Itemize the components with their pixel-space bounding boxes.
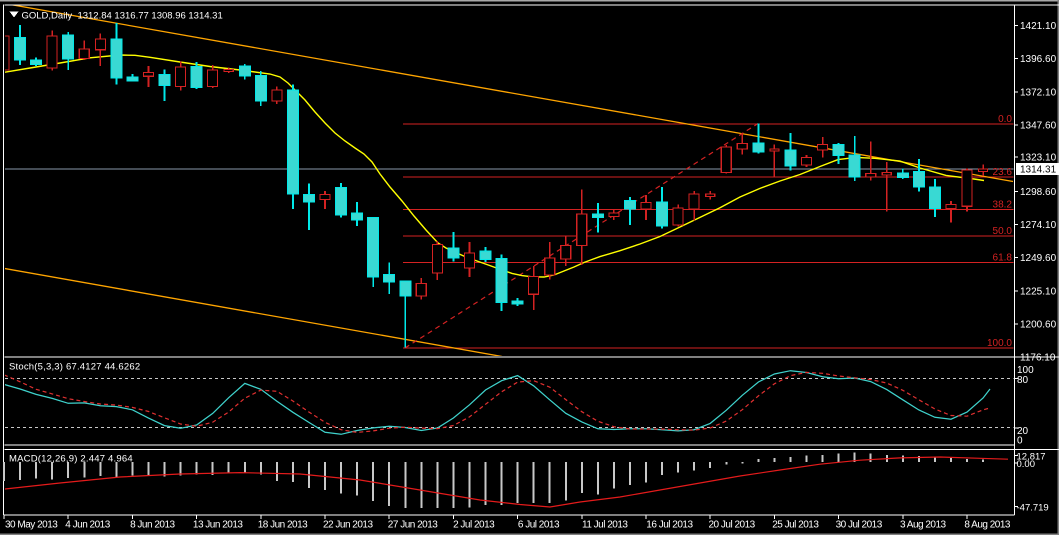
svg-text:11 Jul 2013: 11 Jul 2013 bbox=[582, 520, 628, 531]
svg-text:13 Jun 2013: 13 Jun 2013 bbox=[193, 520, 243, 531]
svg-text:1396.60: 1396.60 bbox=[1020, 54, 1057, 65]
svg-text:100.0: 100.0 bbox=[987, 338, 1012, 349]
svg-text:-47.719: -47.719 bbox=[1017, 503, 1049, 514]
svg-text:61.8: 61.8 bbox=[993, 252, 1013, 263]
svg-text:18 Jun 2013: 18 Jun 2013 bbox=[258, 520, 308, 531]
svg-text:3 Aug 2013: 3 Aug 2013 bbox=[900, 520, 947, 531]
svg-text:27 Jun 2013: 27 Jun 2013 bbox=[388, 520, 438, 531]
svg-text:1225.10: 1225.10 bbox=[1020, 286, 1057, 297]
svg-text:38.2: 38.2 bbox=[993, 199, 1013, 210]
svg-text:20: 20 bbox=[1017, 426, 1029, 437]
svg-text:0.00: 0.00 bbox=[1017, 459, 1036, 470]
svg-text:1298.60: 1298.60 bbox=[1020, 187, 1057, 198]
svg-text:8 Aug 2013: 8 Aug 2013 bbox=[964, 520, 1011, 531]
svg-text:12,817: 12,817 bbox=[1017, 451, 1046, 462]
svg-text:0.0: 0.0 bbox=[998, 114, 1012, 125]
svg-text:30 May 2013: 30 May 2013 bbox=[5, 520, 58, 531]
svg-text:1176.10: 1176.10 bbox=[1020, 353, 1056, 364]
svg-text:16 Jul 2013: 16 Jul 2013 bbox=[646, 520, 693, 531]
svg-text:20 Jul 2013: 20 Jul 2013 bbox=[709, 520, 756, 531]
svg-text:8 Jun 2013: 8 Jun 2013 bbox=[130, 520, 175, 531]
svg-text:50.0: 50.0 bbox=[993, 226, 1013, 237]
svg-text:25 Jul 2013: 25 Jul 2013 bbox=[772, 520, 819, 531]
svg-text:0: 0 bbox=[1017, 435, 1023, 446]
svg-text:GOLD,Daily 1312.84 1316.77 13: GOLD,Daily 1312.84 1316.77 1308.96 1314.… bbox=[22, 11, 223, 22]
svg-text:6 Jul 2013: 6 Jul 2013 bbox=[518, 520, 560, 531]
svg-text:1347.60: 1347.60 bbox=[1020, 121, 1057, 132]
svg-text:1314.31: 1314.31 bbox=[1020, 164, 1057, 175]
svg-text:30 Jul 2013: 30 Jul 2013 bbox=[836, 520, 883, 531]
svg-text:23.6: 23.6 bbox=[993, 167, 1013, 178]
svg-text:1274.10: 1274.10 bbox=[1020, 220, 1057, 231]
svg-text:4 Jun 2013: 4 Jun 2013 bbox=[65, 520, 110, 531]
svg-text:1249.60: 1249.60 bbox=[1020, 253, 1057, 264]
svg-text:2 Jul 2013: 2 Jul 2013 bbox=[453, 520, 495, 531]
svg-text:80: 80 bbox=[1017, 375, 1029, 386]
svg-text:1421.10: 1421.10 bbox=[1020, 21, 1057, 32]
svg-text:1200.60: 1200.60 bbox=[1020, 320, 1057, 331]
svg-text:1323.10: 1323.10 bbox=[1020, 153, 1057, 164]
svg-text:100: 100 bbox=[1017, 365, 1034, 376]
svg-text:22 Jun 2013: 22 Jun 2013 bbox=[323, 520, 373, 531]
svg-text:MACD(12,26,9) 2.447 4.964: MACD(12,26,9) 2.447 4.964 bbox=[9, 454, 133, 465]
svg-text:Stoch(5,3,3) 67.4127 44.6262: Stoch(5,3,3) 67.4127 44.6262 bbox=[9, 362, 140, 373]
svg-text:1372.10: 1372.10 bbox=[1020, 87, 1057, 98]
